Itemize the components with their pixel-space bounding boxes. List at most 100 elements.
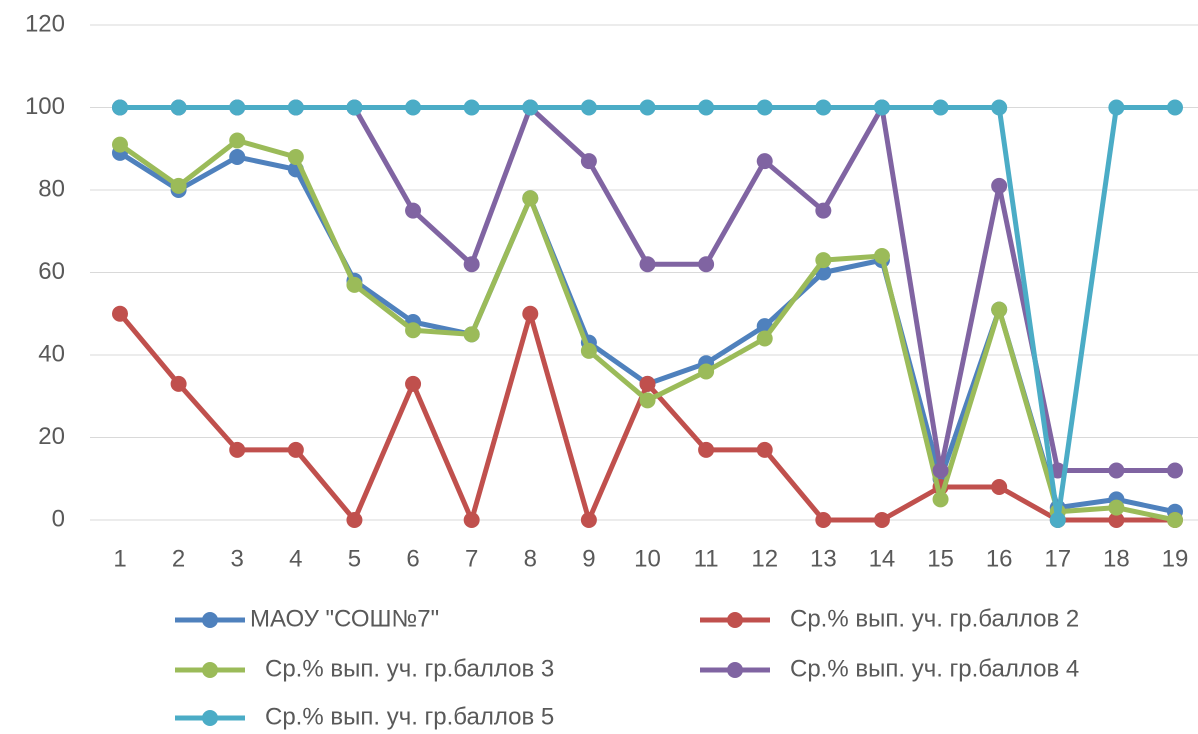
data-point xyxy=(522,305,539,322)
legend-marker xyxy=(727,612,743,628)
x-tick-label: 4 xyxy=(289,545,302,572)
data-point xyxy=(815,512,832,528)
data-point xyxy=(932,491,949,508)
data-point xyxy=(873,248,890,264)
y-tick-label: 40 xyxy=(38,340,65,367)
data-point xyxy=(991,177,1008,194)
data-point xyxy=(815,252,832,269)
x-tick-label: 17 xyxy=(1044,545,1071,572)
data-point xyxy=(698,256,715,273)
y-tick-label: 20 xyxy=(38,423,65,450)
data-point xyxy=(405,375,422,392)
data-point xyxy=(287,99,304,116)
x-tick-label: 10 xyxy=(634,545,661,572)
x-tick-label: 11 xyxy=(694,545,719,572)
legend-marker xyxy=(202,612,218,628)
data-point xyxy=(756,99,773,116)
legend-label: Ср.% вып. уч. гр.баллов 4 xyxy=(790,655,1079,682)
data-point xyxy=(1167,99,1183,116)
data-point xyxy=(580,153,597,170)
x-tick-label: 5 xyxy=(348,545,361,572)
data-point xyxy=(932,99,949,116)
x-tick-label: 8 xyxy=(524,545,537,572)
data-point xyxy=(932,462,949,479)
data-point xyxy=(405,202,422,219)
data-point xyxy=(522,190,539,207)
data-point xyxy=(698,441,715,458)
legend-label: Ср.% вып. уч. гр.баллов 5 xyxy=(265,703,554,730)
data-point xyxy=(698,363,715,380)
data-point xyxy=(756,330,773,347)
data-point xyxy=(346,99,363,116)
data-point xyxy=(463,512,480,528)
data-point xyxy=(170,375,187,392)
data-point xyxy=(1167,512,1183,528)
x-tick-label: 9 xyxy=(582,545,595,572)
data-point xyxy=(1108,499,1125,516)
data-point xyxy=(991,99,1008,116)
data-point xyxy=(1108,512,1125,528)
data-point xyxy=(639,256,656,273)
data-point xyxy=(346,276,363,293)
data-point xyxy=(580,99,597,116)
data-point xyxy=(405,322,422,339)
data-point xyxy=(463,326,480,343)
data-point xyxy=(639,392,656,409)
x-tick-label: 6 xyxy=(406,545,419,572)
data-point xyxy=(170,177,187,194)
x-tick-label: 19 xyxy=(1162,545,1189,572)
data-point xyxy=(229,99,246,116)
data-point xyxy=(580,512,597,528)
data-point xyxy=(580,342,597,359)
series-line xyxy=(118,138,1176,523)
data-point xyxy=(698,99,715,116)
data-point xyxy=(463,99,480,116)
y-tick-label: 0 xyxy=(52,505,65,532)
x-tick-label: 1 xyxy=(113,545,126,572)
series-line xyxy=(120,105,1175,523)
legend-marker xyxy=(727,662,743,678)
series-line xyxy=(118,311,1175,523)
data-point xyxy=(815,202,832,219)
data-point xyxy=(639,99,656,116)
data-point xyxy=(463,256,480,273)
legend-label: Ср.% вып. уч. гр.баллов 2 xyxy=(790,605,1079,632)
data-point xyxy=(229,149,246,165)
series-line xyxy=(118,150,1176,515)
data-point xyxy=(1108,462,1125,479)
data-point xyxy=(873,512,890,528)
x-tick-label: 15 xyxy=(927,545,954,572)
x-tick-label: 18 xyxy=(1103,545,1130,572)
series-line xyxy=(120,105,1175,473)
data-point xyxy=(1049,512,1066,528)
data-point xyxy=(112,305,128,322)
x-tick-label: 3 xyxy=(231,545,244,572)
x-tick-label: 12 xyxy=(751,545,778,572)
data-point xyxy=(229,132,246,149)
data-point xyxy=(815,99,832,116)
data-point xyxy=(991,301,1008,318)
y-tick-label: 80 xyxy=(38,175,65,202)
data-point xyxy=(991,479,1008,495)
legend-marker xyxy=(202,710,218,726)
data-point xyxy=(1167,462,1183,479)
data-point xyxy=(756,153,773,170)
data-point xyxy=(229,441,246,458)
y-tick-label: 100 xyxy=(25,93,65,120)
data-point xyxy=(346,512,363,528)
data-point xyxy=(287,441,304,458)
legend-label: МАОУ "СОШ№7" xyxy=(250,605,439,632)
legend-marker xyxy=(202,662,218,678)
data-point xyxy=(170,99,187,116)
x-tick-label: 16 xyxy=(986,545,1013,572)
data-point xyxy=(405,99,422,116)
data-point xyxy=(756,441,773,458)
data-point xyxy=(112,136,128,153)
y-tick-label: 120 xyxy=(25,10,65,37)
data-point xyxy=(639,375,656,392)
x-tick-label: 14 xyxy=(869,545,896,572)
x-tick-label: 2 xyxy=(172,545,185,572)
data-point xyxy=(873,99,890,116)
